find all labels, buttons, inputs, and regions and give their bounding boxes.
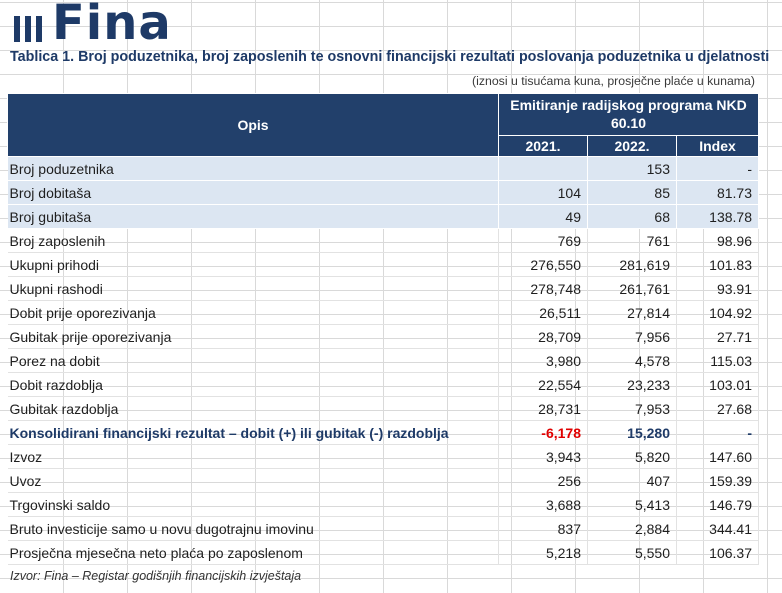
row-label: Ukupni rashodi bbox=[7, 276, 499, 301]
value-index: 159.39 bbox=[676, 468, 759, 493]
value-2021 bbox=[498, 156, 588, 181]
value-index: 98.96 bbox=[676, 228, 759, 253]
value-index: 146.79 bbox=[676, 492, 759, 517]
table-row: Ukupni rashodi 278,748 261,761 93.91 bbox=[7, 276, 759, 301]
header-index: Index bbox=[676, 134, 759, 158]
row-label: Trgovinski saldo bbox=[7, 492, 499, 517]
value-2022: 5,413 bbox=[587, 492, 677, 517]
table-row: Broj gubitaša 49 68 138.78 bbox=[7, 204, 759, 229]
value-2022: 7,956 bbox=[587, 324, 677, 349]
row-label: Dobit prije oporezivanja bbox=[7, 300, 499, 325]
row-label: Broj zaposlenih bbox=[7, 228, 499, 253]
row-label: Bruto investicije samo u novu dugotrajnu… bbox=[7, 516, 499, 541]
value-2022: 5,820 bbox=[587, 444, 677, 469]
value-index: 101.83 bbox=[676, 252, 759, 277]
row-label: Prosječna mjesečna neto plaća po zaposle… bbox=[7, 540, 499, 565]
table-row: Trgovinski saldo 3,688 5,413 146.79 bbox=[7, 492, 759, 517]
table-row: Konsolidirani financijski rezultat – dob… bbox=[7, 420, 759, 445]
value-2021: 5,218 bbox=[498, 540, 588, 565]
row-label: Izvoz bbox=[7, 444, 499, 469]
header-activity-group: Emitiranje radijskog programa NKD 60.10 bbox=[498, 93, 759, 136]
units-note: (iznosi u tisućama kuna, prosječne plaće… bbox=[472, 74, 755, 88]
table-row: Broj poduzetnika 153- bbox=[7, 156, 759, 181]
value-2021: 769 bbox=[498, 228, 588, 253]
value-2022: 153 bbox=[587, 156, 677, 181]
value-2021: 256 bbox=[498, 468, 588, 493]
source-note: Izvor: Fina – Registar godišnjih financi… bbox=[10, 569, 302, 583]
value-2021: 837 bbox=[498, 516, 588, 541]
value-2022: 5,550 bbox=[587, 540, 677, 565]
value-2021: 49 bbox=[498, 204, 588, 229]
value-index: 27.71 bbox=[676, 324, 759, 349]
row-label: Broj poduzetnika bbox=[7, 156, 499, 181]
value-2021: 3,980 bbox=[498, 348, 588, 373]
value-index: - bbox=[676, 420, 759, 445]
table-row: Prosječna mjesečna neto plaća po zaposle… bbox=[7, 540, 759, 565]
fina-logo: Fina bbox=[14, 0, 172, 51]
table-title: Tablica 1. Broj poduzetnika, broj zaposl… bbox=[10, 49, 770, 65]
value-index: 115.03 bbox=[676, 348, 759, 373]
table-row: Ukupni prihodi 276,550 281,619 101.83 bbox=[7, 252, 759, 277]
table-row: Gubitak razdoblja 28,731 7,953 27.68 bbox=[7, 396, 759, 421]
row-label: Porez na dobit bbox=[7, 348, 499, 373]
value-index: - bbox=[676, 156, 759, 181]
header-2022: 2022. bbox=[587, 134, 677, 158]
financial-results-table: Opis Emitiranje radijskog programa NKD 6… bbox=[7, 93, 759, 565]
table-row: Bruto investicije samo u novu dugotrajnu… bbox=[7, 516, 759, 541]
row-label: Gubitak razdoblja bbox=[7, 396, 499, 421]
value-index: 106.37 bbox=[676, 540, 759, 565]
row-label: Broj gubitaša bbox=[7, 204, 499, 229]
table-row: Dobit razdoblja 22,554 23,233 103.01 bbox=[7, 372, 759, 397]
value-index: 344.41 bbox=[676, 516, 759, 541]
header-2021: 2021. bbox=[498, 134, 588, 158]
value-2022: 85 bbox=[587, 180, 677, 205]
value-2021: 276,550 bbox=[498, 252, 588, 277]
value-index: 27.68 bbox=[676, 396, 759, 421]
value-2021: 26,511 bbox=[498, 300, 588, 325]
value-2021: 22,554 bbox=[498, 372, 588, 397]
value-2021: 3,688 bbox=[498, 492, 588, 517]
row-label: Gubitak prije oporezivanja bbox=[7, 324, 499, 349]
value-2022: 761 bbox=[587, 228, 677, 253]
value-2021: 3,943 bbox=[498, 444, 588, 469]
value-2021: 28,731 bbox=[498, 396, 588, 421]
row-label: Dobit razdoblja bbox=[7, 372, 499, 397]
value-2022: 407 bbox=[587, 468, 677, 493]
value-2022: 7,953 bbox=[587, 396, 677, 421]
table-row: Izvoz 3,943 5,820 147.60 bbox=[7, 444, 759, 469]
table-row: Porez na dobit 3,980 4,578 115.03 bbox=[7, 348, 759, 373]
header-opis: Opis bbox=[7, 93, 499, 157]
value-2021: -6,178 bbox=[498, 420, 588, 445]
logo-bars-icon bbox=[14, 10, 42, 42]
value-index: 81.73 bbox=[676, 180, 759, 205]
value-2022: 23,233 bbox=[587, 372, 677, 397]
value-2022: 27,814 bbox=[587, 300, 677, 325]
table-row: Uvoz 256 407 159.39 bbox=[7, 468, 759, 493]
value-2021: 104 bbox=[498, 180, 588, 205]
value-index: 147.60 bbox=[676, 444, 759, 469]
row-label: Broj dobitaša bbox=[7, 180, 499, 205]
value-index: 104.92 bbox=[676, 300, 759, 325]
row-label: Konsolidirani financijski rezultat – dob… bbox=[7, 420, 499, 445]
table-row: Broj dobitaša 104 85 81.73 bbox=[7, 180, 759, 205]
value-2021: 278,748 bbox=[498, 276, 588, 301]
value-2022: 68 bbox=[587, 204, 677, 229]
table-row: Broj zaposlenih 769 761 98.96 bbox=[7, 228, 759, 253]
row-label: Uvoz bbox=[7, 468, 499, 493]
value-index: 93.91 bbox=[676, 276, 759, 301]
logo-text: Fina bbox=[52, 0, 172, 51]
value-2022: 2,884 bbox=[587, 516, 677, 541]
row-label: Ukupni prihodi bbox=[7, 252, 499, 277]
value-2022: 15,280 bbox=[587, 420, 677, 445]
value-2022: 281,619 bbox=[587, 252, 677, 277]
value-2021: 28,709 bbox=[498, 324, 588, 349]
value-index: 138.78 bbox=[676, 204, 759, 229]
table-row: Gubitak prije oporezivanja 28,709 7,956 27.… bbox=[7, 324, 759, 349]
table-row: Dobit prije oporezivanja 26,511 27,814 104.… bbox=[7, 300, 759, 325]
value-2022: 261,761 bbox=[587, 276, 677, 301]
value-index: 103.01 bbox=[676, 372, 759, 397]
value-2022: 4,578 bbox=[587, 348, 677, 373]
